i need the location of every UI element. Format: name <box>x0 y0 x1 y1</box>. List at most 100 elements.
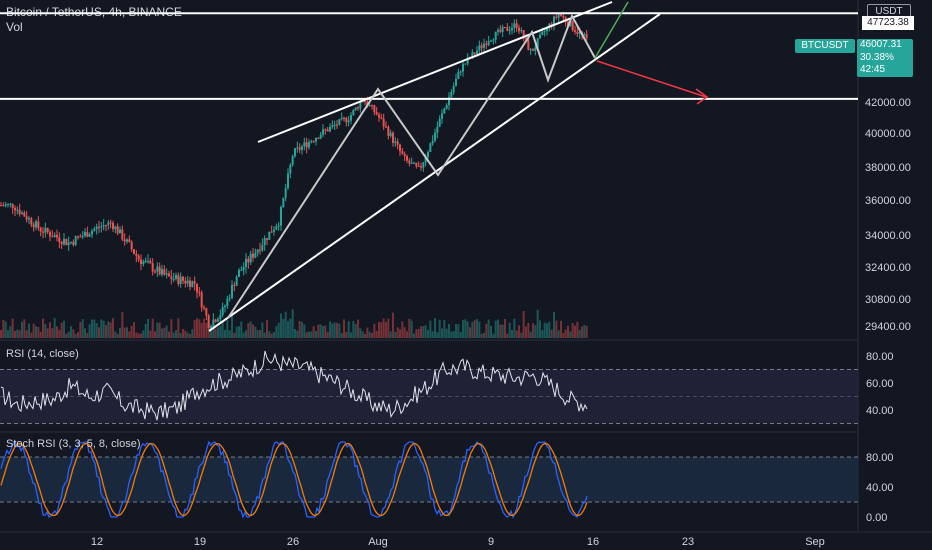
rsi-tick-label: 60.00 <box>866 378 894 390</box>
volume-bar <box>231 312 233 338</box>
volume-bar <box>555 320 558 338</box>
candle-body <box>462 63 464 72</box>
candle-body <box>294 148 296 156</box>
candle-body <box>42 231 44 233</box>
candle-body <box>343 117 345 119</box>
volume-bar <box>263 332 266 338</box>
volume-bar <box>459 332 462 338</box>
volume-bar <box>207 318 210 338</box>
volume-bar <box>277 322 280 338</box>
volume-bar <box>18 330 21 338</box>
candle-body <box>18 209 21 214</box>
volume-bar <box>539 320 541 338</box>
volume-bar <box>203 318 205 338</box>
volume-bar <box>415 329 418 338</box>
volume-bar <box>16 329 19 338</box>
volume-bar <box>228 330 231 338</box>
candle-body <box>583 34 586 36</box>
volume-bar <box>268 331 271 338</box>
candle-body <box>585 34 588 39</box>
candle-body <box>275 226 278 230</box>
volume-bar <box>102 320 105 338</box>
candle-body <box>193 281 196 284</box>
candle-body <box>53 234 56 237</box>
volume-bar <box>569 331 572 338</box>
candle-body <box>394 141 397 143</box>
volume-bar <box>345 331 348 338</box>
wedge-upper-line <box>257 1 613 143</box>
volume-bar <box>581 326 583 338</box>
candle-body <box>373 105 376 113</box>
volume-bar <box>46 328 49 338</box>
volume-bar <box>410 320 413 338</box>
candle-body <box>480 45 483 48</box>
volume-bar <box>133 322 135 338</box>
volume-bar <box>42 318 44 338</box>
candle-body <box>245 258 247 268</box>
candle-body <box>364 100 366 102</box>
rsi-title: RSI (14, close) <box>6 348 79 360</box>
volume-bar <box>368 331 371 338</box>
candle-body <box>408 160 411 164</box>
candle-body <box>119 229 121 234</box>
candle-body <box>74 236 77 245</box>
candle-body <box>102 225 105 227</box>
candle-body <box>270 231 273 233</box>
volume-bar <box>366 327 369 338</box>
candle-body <box>224 305 226 308</box>
volume-bar <box>95 323 98 338</box>
candle-body <box>375 112 378 115</box>
volume-bar <box>294 328 296 338</box>
volume-bar <box>56 326 58 338</box>
candle-body <box>513 23 516 28</box>
candle-body <box>438 119 441 127</box>
volume-bar <box>168 331 170 338</box>
candle-body <box>49 232 51 237</box>
volume-bar <box>457 324 460 338</box>
volume-bar <box>473 320 476 338</box>
volume-bar <box>364 333 366 338</box>
volume-bar <box>396 327 399 338</box>
candle-body <box>515 23 518 28</box>
candle-body <box>553 16 555 26</box>
volume-bar <box>329 321 331 338</box>
volume-bar <box>151 318 154 338</box>
candle-body <box>177 275 180 284</box>
candle-body <box>522 30 525 39</box>
candle-body <box>235 276 238 286</box>
candle-body <box>256 249 259 253</box>
candle-body <box>574 30 576 32</box>
candle-body <box>445 104 448 109</box>
volume-bar <box>270 333 273 338</box>
candle-body <box>16 209 19 211</box>
candle-body <box>380 117 383 119</box>
volume-bar <box>25 330 28 338</box>
candle-body <box>46 227 49 233</box>
candle-body <box>303 142 306 147</box>
candle-body <box>191 281 194 287</box>
volume-bar <box>158 322 161 338</box>
volume-bar <box>431 331 434 338</box>
candle-body <box>483 43 485 48</box>
candle-body <box>371 105 373 107</box>
candle-body <box>231 285 233 298</box>
volume-bar <box>170 319 173 338</box>
volume-bar <box>338 323 341 338</box>
candle-body <box>170 276 173 280</box>
volume-bar <box>401 321 404 338</box>
volume-bar <box>23 319 26 338</box>
volume-bar <box>88 324 91 338</box>
candle-body <box>473 52 476 54</box>
candle-body <box>56 234 58 238</box>
candle-body <box>7 203 9 205</box>
volume-bar <box>11 318 14 338</box>
volume-bar <box>310 331 313 338</box>
candle-body <box>247 258 250 263</box>
volume-bar <box>485 323 488 338</box>
volume-bar <box>571 323 574 338</box>
volume-bar <box>543 322 546 338</box>
candle-body <box>413 162 415 164</box>
candle-body <box>121 229 124 240</box>
candle-body <box>310 141 313 143</box>
